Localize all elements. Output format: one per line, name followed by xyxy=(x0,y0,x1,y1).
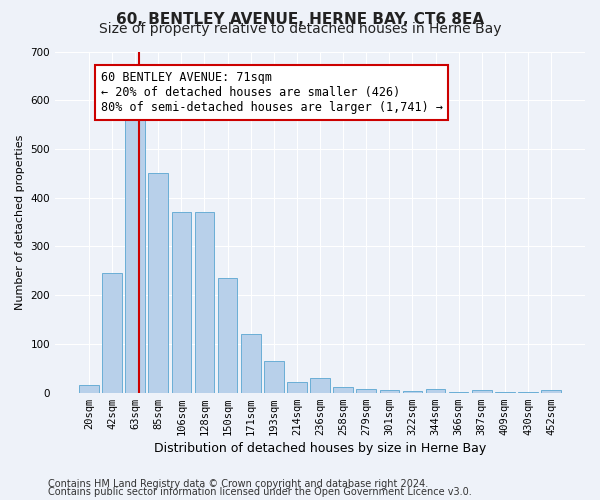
Bar xyxy=(102,274,122,392)
Bar xyxy=(334,387,353,392)
Bar xyxy=(218,278,238,392)
Bar xyxy=(541,390,561,392)
Bar xyxy=(287,382,307,392)
Text: 60, BENTLEY AVENUE, HERNE BAY, CT6 8EA: 60, BENTLEY AVENUE, HERNE BAY, CT6 8EA xyxy=(116,12,484,26)
Y-axis label: Number of detached properties: Number of detached properties xyxy=(15,134,25,310)
Text: Contains HM Land Registry data © Crown copyright and database right 2024.: Contains HM Land Registry data © Crown c… xyxy=(48,479,428,489)
Bar xyxy=(148,174,168,392)
Bar xyxy=(241,334,260,392)
Bar xyxy=(403,391,422,392)
Bar xyxy=(310,378,330,392)
Bar xyxy=(79,386,99,392)
Bar xyxy=(172,212,191,392)
Bar xyxy=(426,389,445,392)
Bar xyxy=(125,105,145,393)
Bar xyxy=(194,212,214,392)
Bar xyxy=(264,361,284,392)
X-axis label: Distribution of detached houses by size in Herne Bay: Distribution of detached houses by size … xyxy=(154,442,486,455)
Bar xyxy=(472,390,491,392)
Text: 60 BENTLEY AVENUE: 71sqm
← 20% of detached houses are smaller (426)
80% of semi-: 60 BENTLEY AVENUE: 71sqm ← 20% of detach… xyxy=(101,71,443,114)
Bar xyxy=(356,389,376,392)
Text: Size of property relative to detached houses in Herne Bay: Size of property relative to detached ho… xyxy=(99,22,501,36)
Bar xyxy=(380,390,399,392)
Text: Contains public sector information licensed under the Open Government Licence v3: Contains public sector information licen… xyxy=(48,487,472,497)
